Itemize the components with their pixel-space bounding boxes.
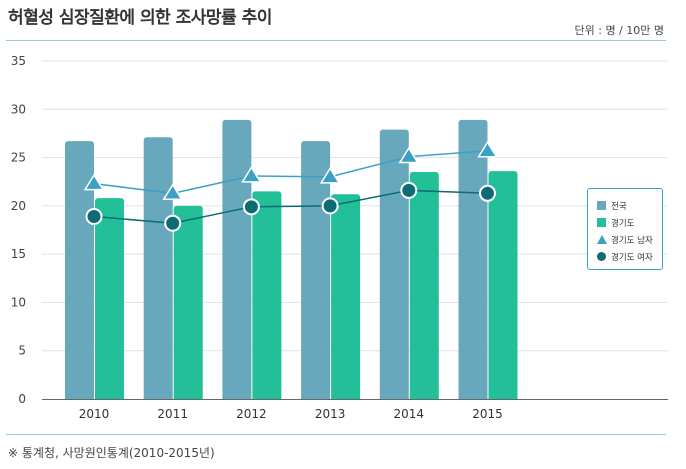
legend-swatch-nation: [597, 201, 606, 210]
y-tick-label: 5: [18, 344, 26, 358]
bar-gyeonggi: [488, 171, 518, 399]
legend-label-female: 경기도 여자: [611, 252, 653, 263]
bar-gyeonggi: [173, 205, 203, 399]
chart-title: 허혈성 심장질환에 의한 조사망률 추이: [8, 8, 272, 28]
point-female: [321, 197, 339, 215]
bar-gyeonggi-base: [252, 396, 282, 399]
legend-swatch-gyeonggi: [597, 218, 606, 227]
point-female: [164, 214, 182, 232]
x-tick-label: 2011: [157, 407, 188, 421]
legend-label-male: 경기도 남자: [611, 235, 653, 246]
bar-gyeonggi: [95, 198, 124, 399]
x-tick-label: 2010: [79, 407, 110, 421]
point-male: [83, 173, 105, 191]
bar-gyeonggi: [331, 194, 361, 399]
bar-nation: [65, 141, 94, 399]
bar-nation-base: [301, 396, 331, 399]
bar-gyeonggi-base: [331, 396, 361, 399]
y-tick-label: 15: [11, 247, 26, 261]
line-female: [93, 189, 488, 224]
point-female: [400, 181, 418, 199]
bar-nation: [458, 119, 488, 399]
point-male: [398, 146, 420, 164]
point-female: [85, 207, 103, 225]
point-female: [479, 184, 496, 202]
bar-nation-base: [222, 396, 252, 399]
bar-nation: [379, 129, 409, 399]
y-tick-label: 10: [11, 295, 26, 309]
bar-nation-base: [65, 396, 94, 399]
x-tick-label: 2015: [472, 407, 503, 421]
chart-canvas: 0 5 10 15 20 25 30 35 2010 2011 2012 2013 2014 2015: [11, 54, 668, 421]
bar-nation-base: [458, 396, 488, 399]
legend-item-male: 경기도 남자: [597, 231, 662, 248]
bar-gyeonggi-base: [409, 396, 439, 399]
line-male: [93, 150, 488, 195]
point-female: [242, 198, 260, 216]
top-divider: [6, 40, 666, 41]
bar-nation: [222, 119, 252, 399]
bar-gyeonggi: [252, 191, 282, 399]
point-male: [477, 140, 498, 158]
bar-gyeonggi: [409, 172, 439, 399]
legend-label-nation: 전국: [611, 201, 627, 212]
y-tick-label: 35: [11, 54, 26, 68]
x-tick-label: 2013: [315, 407, 346, 421]
chart-legend: 전국 경기도 경기도 남자 경기도 여자: [587, 188, 663, 270]
x-tick-label: 2014: [394, 407, 425, 421]
triangle-icon: [597, 235, 607, 244]
y-tick-label: 25: [11, 151, 26, 165]
bar-gyeonggi-base: [95, 396, 124, 399]
legend-item-gyeonggi: 경기도: [597, 214, 662, 231]
x-tick-label: 2012: [236, 407, 267, 421]
bar-gyeonggi-base: [488, 396, 518, 399]
bar-nation: [143, 137, 173, 399]
point-male: [162, 183, 183, 201]
bar-gyeonggi-base: [173, 396, 203, 399]
source-note: ※ 통계청, 사망원인통계(2010-2015년): [8, 446, 215, 460]
point-male: [241, 165, 262, 183]
legend-item-female: 경기도 여자: [597, 248, 662, 265]
y-tick-label: 20: [11, 199, 26, 213]
bar-nation-base: [379, 396, 409, 399]
legend-label-gyeonggi: 경기도: [611, 218, 635, 229]
y-tick-label: 0: [18, 392, 26, 406]
y-tick-label: 30: [11, 102, 26, 116]
unit-label: 단위 : 명 / 10만 명: [574, 24, 665, 37]
circle-icon: [597, 252, 606, 261]
bar-nation-base: [143, 396, 173, 399]
point-male: [319, 166, 341, 184]
bottom-divider: [6, 434, 666, 435]
legend-item-nation: 전국: [597, 197, 662, 214]
